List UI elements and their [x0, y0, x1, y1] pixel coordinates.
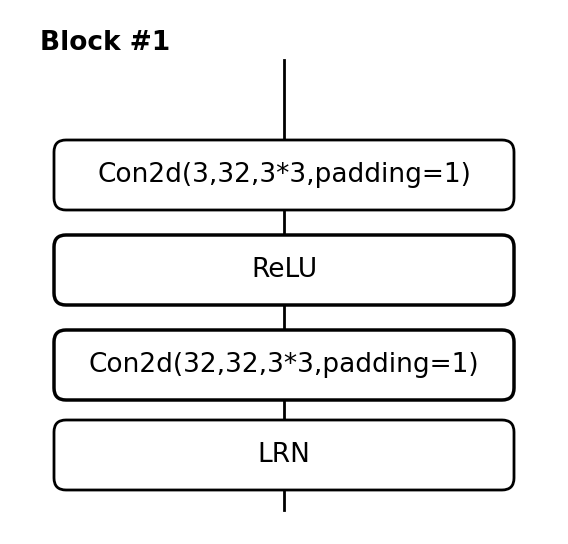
FancyBboxPatch shape: [54, 140, 514, 210]
Text: Con2d(3,32,3*3,padding=1): Con2d(3,32,3*3,padding=1): [97, 162, 471, 188]
Text: ReLU: ReLU: [251, 257, 317, 283]
FancyBboxPatch shape: [54, 235, 514, 305]
FancyBboxPatch shape: [54, 330, 514, 400]
Text: Block #1: Block #1: [40, 30, 170, 56]
Text: Con2d(32,32,3*3,padding=1): Con2d(32,32,3*3,padding=1): [89, 352, 479, 378]
FancyBboxPatch shape: [54, 420, 514, 490]
Text: LRN: LRN: [257, 442, 311, 468]
